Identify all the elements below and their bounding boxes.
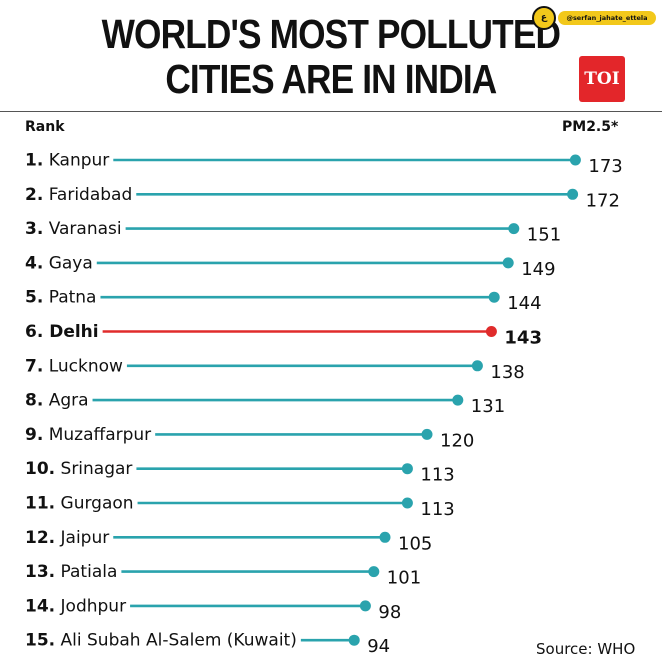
bar-dot <box>359 600 371 612</box>
rank-number: 13. <box>25 562 55 582</box>
city-label: 2. Faridabad <box>25 185 132 205</box>
city-name: Faridabad <box>43 185 132 205</box>
rank-number: 12. <box>25 528 55 548</box>
bar-dot <box>508 223 520 235</box>
rank-number: 7. <box>25 356 43 376</box>
toi-logo: TOI <box>579 56 625 102</box>
rank-number: 9. <box>25 425 43 445</box>
city-name: Patiala <box>55 562 117 582</box>
rank-number: 1. <box>25 151 43 171</box>
city-label: 8. Agra <box>25 391 89 411</box>
value-label: 149 <box>521 259 555 280</box>
city-name: Muzaffarpur <box>43 425 151 445</box>
watermark-handle: @serfan_jahate_ettela <box>558 11 656 25</box>
value-label: 138 <box>490 362 524 383</box>
city-label: 15. Ali Subah Al-Salem (Kuwait) <box>25 631 297 651</box>
value-label: 172 <box>586 190 620 211</box>
city-label: 3. Varanasi <box>25 219 122 239</box>
value-label: 173 <box>588 156 622 177</box>
value-label: 94 <box>367 636 390 657</box>
bar-dot <box>368 566 380 578</box>
bar-dot <box>488 291 500 303</box>
city-name: Gurgaon <box>55 494 133 514</box>
rank-number: 8. <box>25 391 43 411</box>
bar-dot <box>485 326 497 337</box>
city-label: 13. Patiala <box>25 562 117 582</box>
city-name: Jodhpur <box>55 596 126 616</box>
bar-dot <box>452 394 464 406</box>
watermark-badge-icon: ع <box>532 6 556 30</box>
city-label: 11. Gurgaon <box>25 494 134 514</box>
city-name: Jaipur <box>55 528 109 548</box>
rank-number: 14. <box>25 596 55 616</box>
city-name: Gaya <box>43 253 92 273</box>
watermark: ع @serfan_jahate_ettela <box>528 6 656 30</box>
rank-number: 5. <box>25 288 43 308</box>
city-name: Ali Subah Al-Salem (Kuwait) <box>55 631 297 651</box>
city-name: Srinagar <box>55 459 132 479</box>
value-label: 113 <box>420 465 454 486</box>
bar-dot <box>401 463 413 475</box>
bar-dot <box>569 154 581 166</box>
source-note: Source: WHO <box>536 640 636 658</box>
city-name: Kanpur <box>43 151 109 171</box>
city-label: 5. Patna <box>25 288 96 308</box>
bar-dot <box>471 360 483 372</box>
city-name: Lucknow <box>43 356 123 376</box>
city-label: 6. Delhi <box>25 322 99 342</box>
bar-dot <box>348 634 360 646</box>
rank-number: 15. <box>25 631 55 651</box>
value-label: 120 <box>440 430 474 451</box>
value-label: 101 <box>387 568 421 589</box>
rank-column-header: Rank <box>25 119 65 135</box>
value-label: 98 <box>378 602 401 623</box>
rank-number: 6. <box>25 322 43 342</box>
rank-number: 10. <box>25 459 55 479</box>
header-divider <box>0 111 662 112</box>
value-label: 131 <box>471 396 505 417</box>
city-label: 4. Gaya <box>25 253 93 273</box>
page-title-line-2: CITIES ARE IN INDIA <box>165 56 497 102</box>
city-label: 12. Jaipur <box>25 528 109 548</box>
city-name: Delhi <box>43 322 98 342</box>
rank-number: 3. <box>25 219 43 239</box>
city-name: Patna <box>43 288 96 308</box>
value-column-header: PM2.5* <box>562 119 619 135</box>
city-label: 7. Lucknow <box>25 356 123 376</box>
bar-dot <box>379 531 391 543</box>
city-label: 10. Srinagar <box>25 459 132 479</box>
value-label: 105 <box>398 533 432 554</box>
value-label: 113 <box>420 499 454 520</box>
bar-dot <box>567 188 579 200</box>
city-label: 1. Kanpur <box>25 151 109 171</box>
bar-dot <box>401 497 413 509</box>
rank-number: 2. <box>25 185 43 205</box>
value-label: 151 <box>527 225 561 246</box>
rank-number: 4. <box>25 253 43 273</box>
bar-dot <box>421 428 433 440</box>
city-name: Varanasi <box>43 219 121 239</box>
city-label: 14. Jodhpur <box>25 596 126 616</box>
value-label: 143 <box>504 328 542 349</box>
city-name: Agra <box>43 391 88 411</box>
page-title-line-1: WORLD'S MOST POLLUTED <box>101 11 561 57</box>
city-label: 9. Muzaffarpur <box>25 425 151 445</box>
value-label: 144 <box>507 293 541 314</box>
bar-dot <box>502 257 514 269</box>
rank-number: 11. <box>25 494 55 514</box>
